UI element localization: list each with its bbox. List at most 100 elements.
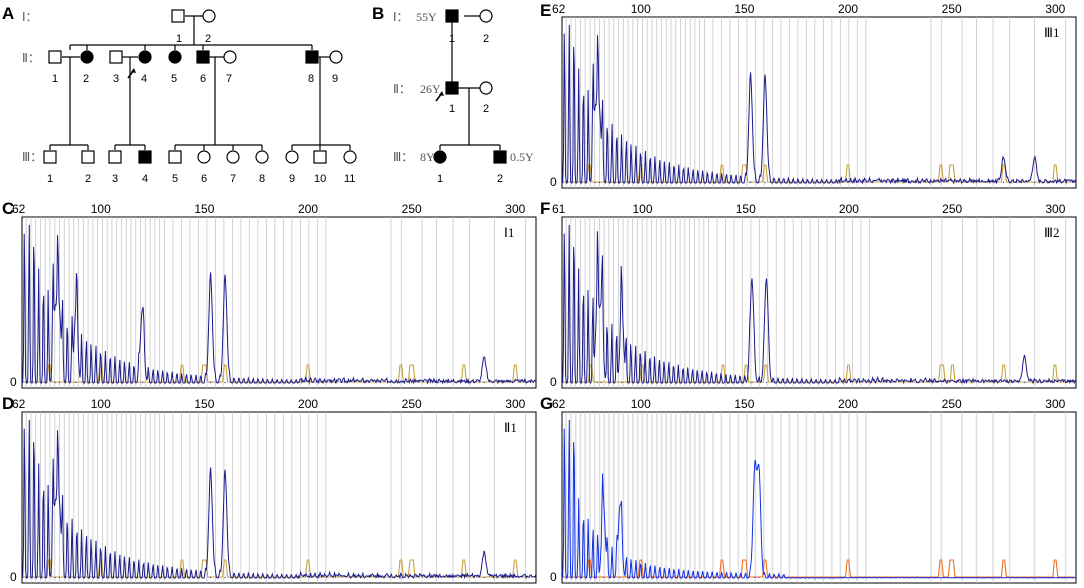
a-id: 3 (113, 73, 119, 85)
b-II2-female (479, 81, 493, 95)
y-zero-label: 0 (550, 375, 557, 389)
sample-trace (21, 419, 537, 580)
y-zero-label: 0 (10, 375, 17, 389)
sample-label: Ⅰ1 (504, 225, 514, 240)
x-tick-label: 250 (942, 2, 962, 16)
a-II9-female (329, 50, 343, 64)
a-id: 5 (172, 173, 178, 185)
b-III2-male-affected (493, 150, 507, 164)
plot-frame (561, 216, 1077, 389)
x-tick-label: 300 (505, 202, 525, 216)
a-III10-male (313, 150, 327, 164)
x-tick-label: 61 (552, 202, 566, 216)
x-tick-label: 200 (838, 397, 858, 411)
x-tick-label: 62 (12, 397, 26, 411)
pedigree-a-text: A Ⅰ： Ⅱ： Ⅲ： 1 2 1 2 3 4 5 6 7 8 9 1 2 3 4… (2, 4, 355, 185)
x-tick-label: 62 (12, 202, 26, 216)
a-id: 3 (112, 173, 118, 185)
a-II7-female (223, 50, 237, 64)
x-tick-label: 100 (91, 397, 111, 411)
a-id: 6 (200, 73, 206, 85)
b-age: 55Y (416, 10, 437, 24)
b-id: 2 (497, 173, 503, 185)
plot-frame (561, 16, 1077, 189)
a-gen-I: Ⅰ： (22, 10, 38, 24)
x-tick-label: 200 (839, 202, 859, 216)
a-id: 8 (259, 173, 265, 185)
size-standard-trace (22, 364, 535, 383)
plot-frame (21, 411, 537, 584)
sample-label: Ⅲ1 (1044, 25, 1059, 40)
a-id: 2 (85, 173, 91, 185)
x-tick-label: 150 (734, 2, 754, 16)
y-zero-label: 0 (550, 175, 557, 189)
b-id: 1 (449, 33, 455, 45)
a-id: 1 (47, 173, 53, 185)
a-III3-male (108, 150, 122, 164)
b-id: 1 (437, 173, 443, 185)
a-id: 1 (52, 73, 58, 85)
x-tick-label: 300 (1045, 2, 1065, 16)
x-tick-label: 250 (402, 202, 422, 216)
b-gen-II: Ⅱ： (393, 82, 411, 96)
a-II8-male-affected (305, 50, 319, 64)
x-tick-label: 200 (838, 2, 858, 16)
pedigree-b-symbols (433, 9, 507, 164)
a-III1-male (43, 150, 57, 164)
a-II6-male-affected (196, 50, 210, 64)
a-III6-female (197, 150, 211, 164)
plot-frame (21, 216, 537, 389)
x-tick-label: 150 (194, 397, 214, 411)
pedigree-b-text: B Ⅰ： 55Y Ⅱ： 26Y Ⅲ： 8Y 0.5Y 1 2 1 2 1 2 (372, 4, 534, 185)
electropherogram-d: 62 100 150 200 250 300 0 Ⅱ1 (10, 397, 537, 584)
a-gen-III: Ⅲ： (22, 150, 42, 164)
a-id: 4 (142, 173, 148, 185)
b-I1-male-affected (445, 9, 459, 23)
y-zero-label: 0 (550, 570, 557, 584)
a-III9-female (285, 150, 299, 164)
a-III8-female (255, 150, 269, 164)
a-III5-male (168, 150, 182, 164)
a-II1-male (48, 50, 62, 64)
a-id: 7 (226, 73, 232, 85)
a-III11-female (343, 150, 357, 164)
b-III1-female-affected (433, 150, 447, 164)
x-tick-label: 250 (942, 397, 962, 411)
panel-label-a: A (2, 4, 14, 23)
sample-trace (21, 224, 537, 385)
x-tick-label: 150 (734, 397, 754, 411)
a-id: 10 (314, 173, 326, 185)
a-III7-female (226, 150, 240, 164)
x-tick-label: 100 (633, 202, 653, 216)
b-id: 2 (483, 33, 489, 45)
sample-label: Ⅱ1 (504, 420, 517, 435)
x-tick-label: 62 (552, 2, 566, 16)
a-I1-male (171, 9, 185, 23)
a-I2-female (202, 9, 216, 23)
a-id: 2 (83, 73, 89, 85)
x-tick-label: 150 (736, 202, 756, 216)
b-II1-male-affected (445, 81, 459, 95)
a-II5-female-affected (168, 50, 182, 64)
a-II4-female-affected (138, 50, 152, 64)
a-id: 11 (344, 173, 355, 185)
x-tick-label: 100 (91, 202, 111, 216)
x-tick-label: 200 (298, 397, 318, 411)
pedigree-a-symbols (43, 9, 357, 164)
a-id: 4 (141, 73, 147, 85)
a-II2-female-affected (80, 50, 94, 64)
a-id: 5 (171, 73, 177, 85)
plot-frame (561, 411, 1077, 584)
panel-label-f: F (540, 199, 550, 218)
electropherogram-c: 62 100 150 200 250 300 0 Ⅰ1 (10, 202, 537, 389)
x-tick-label: 100 (631, 397, 651, 411)
sample-trace (561, 419, 1076, 579)
a-id: 9 (332, 73, 338, 85)
x-tick-label: 200 (298, 202, 318, 216)
panel-label-c: C (2, 199, 14, 218)
a-id: 9 (289, 173, 295, 185)
pedigree-a (49, 15, 351, 150)
electropherogram-e: 62 100 150 200 250 300 0 Ⅲ1 (550, 2, 1077, 189)
panel-label-d: D (2, 394, 14, 413)
panel-label-e: E (540, 1, 551, 20)
